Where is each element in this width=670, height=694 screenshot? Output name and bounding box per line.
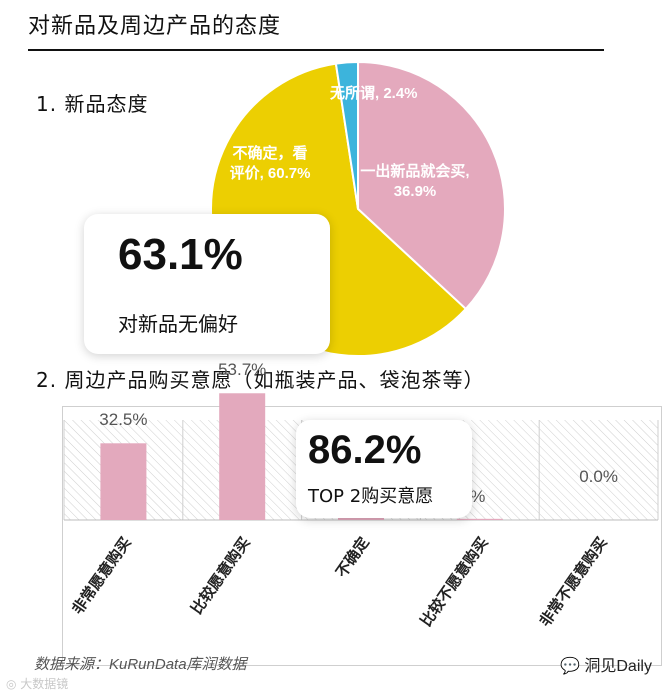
- pie-label-buy-new-line1: 一出新品就会买,: [360, 163, 470, 180]
- watermark-right-text: 洞见Daily: [584, 658, 652, 675]
- bar-value-label-1: 32.5%: [99, 410, 148, 430]
- watermark-right: 💬 洞见Daily: [560, 652, 652, 676]
- watermark-left-text: 大数据镜: [20, 677, 69, 691]
- callout-top2: 86.2% TOP 2购买意愿: [296, 420, 472, 518]
- pie-label-uncertain-line1: 不确定，看: [232, 145, 308, 162]
- pie-label-uncertain: 不确定，看 评价, 60.7%: [210, 144, 330, 184]
- title-divider: [28, 49, 604, 51]
- watermark-left: ◎ 大数据镜: [6, 675, 68, 692]
- page-title: 对新品及周边产品的态度: [28, 14, 282, 39]
- callout-no-preference-value: 63.1%: [118, 230, 243, 279]
- callout-top2-value: 86.2%: [308, 428, 422, 472]
- wechat-icon: 💬: [560, 658, 585, 675]
- source-note: 数据来源：KuRunData库润数据: [34, 656, 247, 673]
- callout-no-preference: 63.1% 对新品无偏好: [84, 214, 330, 354]
- bar-2: [219, 393, 266, 520]
- section-1-label: 1. 新品态度: [36, 92, 149, 116]
- pie-label-uncertain-line2: 评价, 60.7%: [229, 165, 311, 182]
- pie-label-buy-new-line2: 36.9%: [393, 183, 437, 200]
- pie-label-buy-new: 一出新品就会买, 36.9%: [340, 162, 490, 202]
- bar-value-label-5: 0.0%: [579, 467, 618, 486]
- pie-slice-buy-new: [357, 60, 506, 311]
- section-2-label: 2. 周边产品购买意愿（如瓶装产品、袋泡茶等）: [36, 368, 485, 392]
- callout-no-preference-text: 对新品无偏好: [118, 312, 238, 336]
- bar-value-label-2: 53.7%: [218, 360, 267, 380]
- bar-1: [100, 443, 147, 520]
- bar-value-label-4: %: [470, 487, 486, 506]
- watermark-logo-icon: ◎: [6, 677, 21, 691]
- bar-4: [456, 518, 503, 520]
- callout-top2-text: TOP 2购买意愿: [308, 486, 434, 507]
- pie-label-indifferent: 无所谓, 2.4%: [330, 85, 418, 102]
- pie-slice-indifferent: [334, 60, 359, 210]
